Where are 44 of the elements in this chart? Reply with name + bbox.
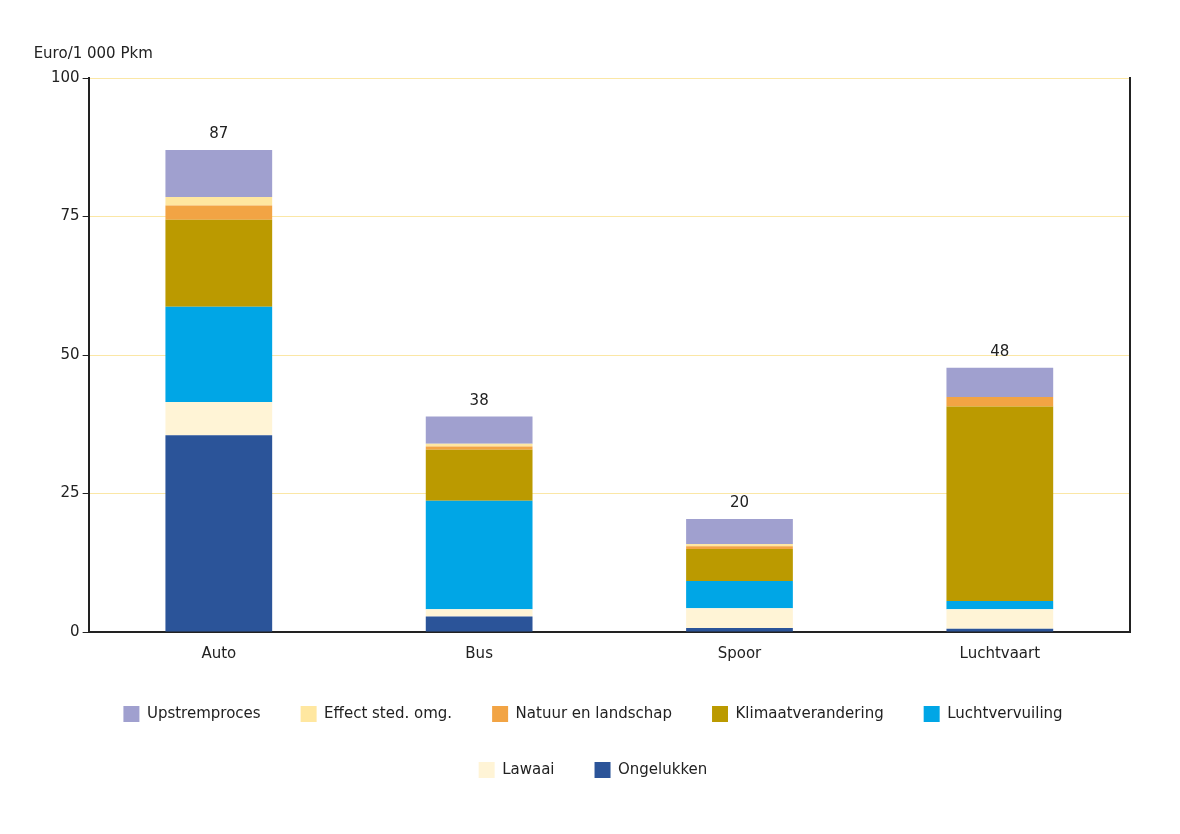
y-tick-label: 50 [60, 344, 80, 363]
bar [946, 397, 1054, 407]
x-tick-label: Bus [465, 643, 494, 662]
legend-label: Ongelukken [618, 759, 708, 778]
total-label: 38 [469, 390, 489, 409]
x-tick-label: Spoor [717, 643, 763, 662]
bar [425, 609, 533, 617]
bar [686, 608, 793, 629]
bar [946, 600, 1054, 610]
bar [165, 205, 273, 220]
bar [686, 548, 793, 582]
legend-label: Klimaatverandering [735, 703, 884, 722]
bar [165, 402, 273, 436]
bar [946, 406, 1054, 601]
bar [425, 500, 533, 610]
bar [425, 616, 533, 632]
total-label: 87 [209, 124, 229, 143]
bar [946, 609, 1054, 629]
total-label: 20 [729, 493, 750, 512]
legend-label: Lawaai [502, 759, 555, 778]
bar [425, 449, 533, 501]
x-tick-label: Auto [201, 643, 237, 662]
y-tick-label: 0 [70, 621, 80, 640]
bar [165, 150, 273, 198]
bar [686, 518, 793, 544]
bar [686, 581, 793, 609]
y-tick-label: 25 [60, 483, 80, 502]
bar [165, 197, 273, 206]
y-axis-title: Euro/1 000 Pkm [33, 44, 153, 63]
total-label: 48 [990, 342, 1010, 361]
x-tick-label: Luchtvaart [959, 643, 1041, 662]
bar [165, 306, 273, 403]
bar [686, 628, 793, 632]
bar [165, 435, 273, 632]
bar [946, 367, 1054, 398]
y-tick-label: 75 [60, 206, 80, 225]
y-tick-label: 100 [50, 67, 80, 86]
bar [425, 416, 533, 444]
bar [946, 628, 1054, 632]
legend-label: Luchtvervuiling [947, 703, 1063, 722]
legend-label: Upstremproces [146, 703, 261, 722]
bar [165, 219, 273, 307]
legend-label: Effect sted. omg. [324, 703, 453, 722]
legend-label: Natuur en landschap [515, 703, 673, 722]
